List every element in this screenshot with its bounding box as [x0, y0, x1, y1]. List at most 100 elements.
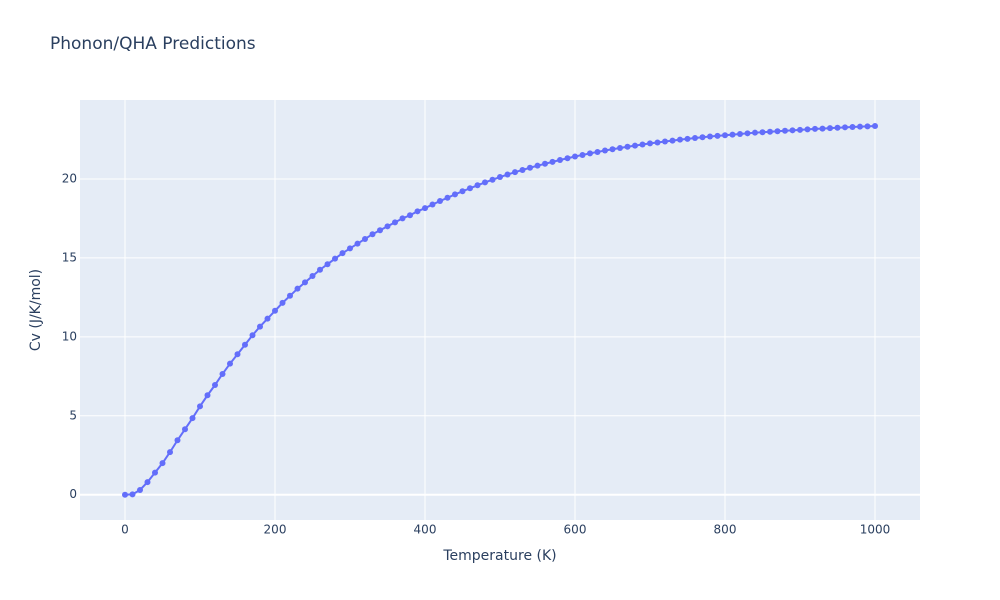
data-point — [429, 201, 436, 208]
data-point — [812, 125, 818, 132]
data-point — [564, 155, 571, 162]
data-point — [594, 148, 601, 155]
data-point — [257, 323, 263, 330]
data-point — [834, 124, 841, 131]
data-point — [384, 223, 391, 230]
data-point — [707, 133, 713, 140]
data-point — [152, 469, 158, 476]
data-point — [767, 128, 773, 135]
data-point — [744, 130, 751, 137]
data-point — [782, 127, 788, 134]
y-tick-label: 5 — [69, 408, 77, 422]
data-point — [602, 147, 608, 154]
data-point — [497, 174, 503, 181]
data-point — [534, 162, 541, 169]
data-point — [444, 194, 451, 201]
data-point — [197, 403, 203, 410]
y-tick-label: 10 — [62, 329, 77, 343]
data-point — [729, 131, 736, 138]
data-point — [474, 182, 481, 189]
data-point — [467, 185, 473, 192]
data-point — [189, 415, 196, 422]
x-tick-label: 200 — [264, 523, 287, 537]
data-point — [752, 129, 758, 136]
data-point — [377, 227, 383, 234]
data-point — [452, 191, 458, 198]
data-point — [362, 235, 368, 242]
data-point — [722, 132, 728, 139]
data-point — [699, 134, 706, 141]
data-point — [482, 179, 488, 186]
data-point — [294, 285, 301, 292]
data-point — [272, 307, 278, 314]
plot-area — [80, 100, 920, 520]
data-point — [264, 315, 271, 322]
data-point — [182, 426, 188, 433]
data-point — [669, 137, 676, 144]
chart-title: Phonon/QHA Predictions — [50, 34, 256, 54]
data-point — [579, 151, 586, 158]
data-point — [737, 130, 743, 137]
data-point — [797, 126, 803, 133]
data-point — [662, 138, 668, 145]
y-tick-label: 15 — [62, 250, 77, 264]
data-point — [842, 124, 848, 131]
data-point — [654, 139, 661, 146]
data-point — [414, 208, 421, 215]
data-point — [422, 205, 428, 212]
data-point — [504, 171, 511, 178]
data-point — [234, 351, 241, 358]
data-point — [227, 360, 233, 367]
data-point — [122, 491, 128, 498]
data-point — [872, 123, 878, 130]
data-point — [647, 140, 653, 147]
y-axis-title: Cv (J/K/mol) — [28, 269, 44, 351]
data-point — [354, 240, 361, 247]
data-point — [677, 136, 683, 143]
x-tick-label: 400 — [414, 523, 437, 537]
data-point — [804, 126, 811, 133]
data-point — [587, 150, 593, 157]
data-point — [144, 479, 151, 486]
data-point — [774, 128, 781, 135]
data-point — [692, 135, 698, 142]
x-tick-label: 800 — [714, 523, 737, 537]
x-tick-label: 600 — [564, 523, 587, 537]
data-point — [527, 164, 533, 171]
data-point — [549, 158, 556, 165]
data-point — [512, 169, 518, 176]
data-point — [437, 198, 443, 205]
data-point — [219, 370, 226, 377]
data-point — [399, 215, 406, 222]
data-point — [242, 341, 248, 348]
data-point — [167, 449, 173, 456]
data-point — [279, 299, 286, 306]
data-point — [212, 382, 218, 388]
data-point — [137, 487, 143, 493]
data-point — [332, 255, 338, 262]
data-point — [624, 143, 631, 150]
data-point — [249, 332, 256, 339]
data-point — [684, 135, 691, 142]
data-point — [129, 491, 136, 498]
data-point — [864, 123, 871, 130]
data-point — [714, 132, 721, 139]
data-point — [489, 176, 496, 183]
x-tick-label: 0 — [121, 523, 129, 537]
data-point — [609, 146, 616, 153]
data-point — [204, 392, 211, 399]
data-point — [849, 124, 856, 130]
data-point — [317, 266, 323, 273]
data-point — [324, 261, 331, 268]
data-point — [369, 231, 376, 238]
data-point — [459, 188, 466, 195]
data-point — [519, 166, 526, 173]
data-point — [542, 160, 548, 167]
data-point — [857, 123, 863, 130]
y-tick-label: 20 — [62, 171, 77, 185]
data-point — [759, 129, 766, 136]
data-point — [557, 157, 563, 163]
data-point — [789, 127, 796, 134]
data-point — [392, 219, 398, 226]
data-point — [617, 145, 623, 151]
